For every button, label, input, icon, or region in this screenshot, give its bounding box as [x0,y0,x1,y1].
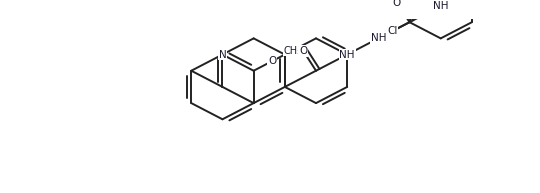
Text: O: O [393,0,401,8]
Text: NH: NH [370,33,386,43]
Text: NH: NH [340,50,355,60]
Text: NH: NH [433,1,448,11]
Text: N: N [219,50,226,60]
Text: O: O [268,56,276,66]
Text: CH₃: CH₃ [284,46,302,56]
Text: Cl: Cl [387,26,397,36]
Text: O: O [299,46,307,56]
